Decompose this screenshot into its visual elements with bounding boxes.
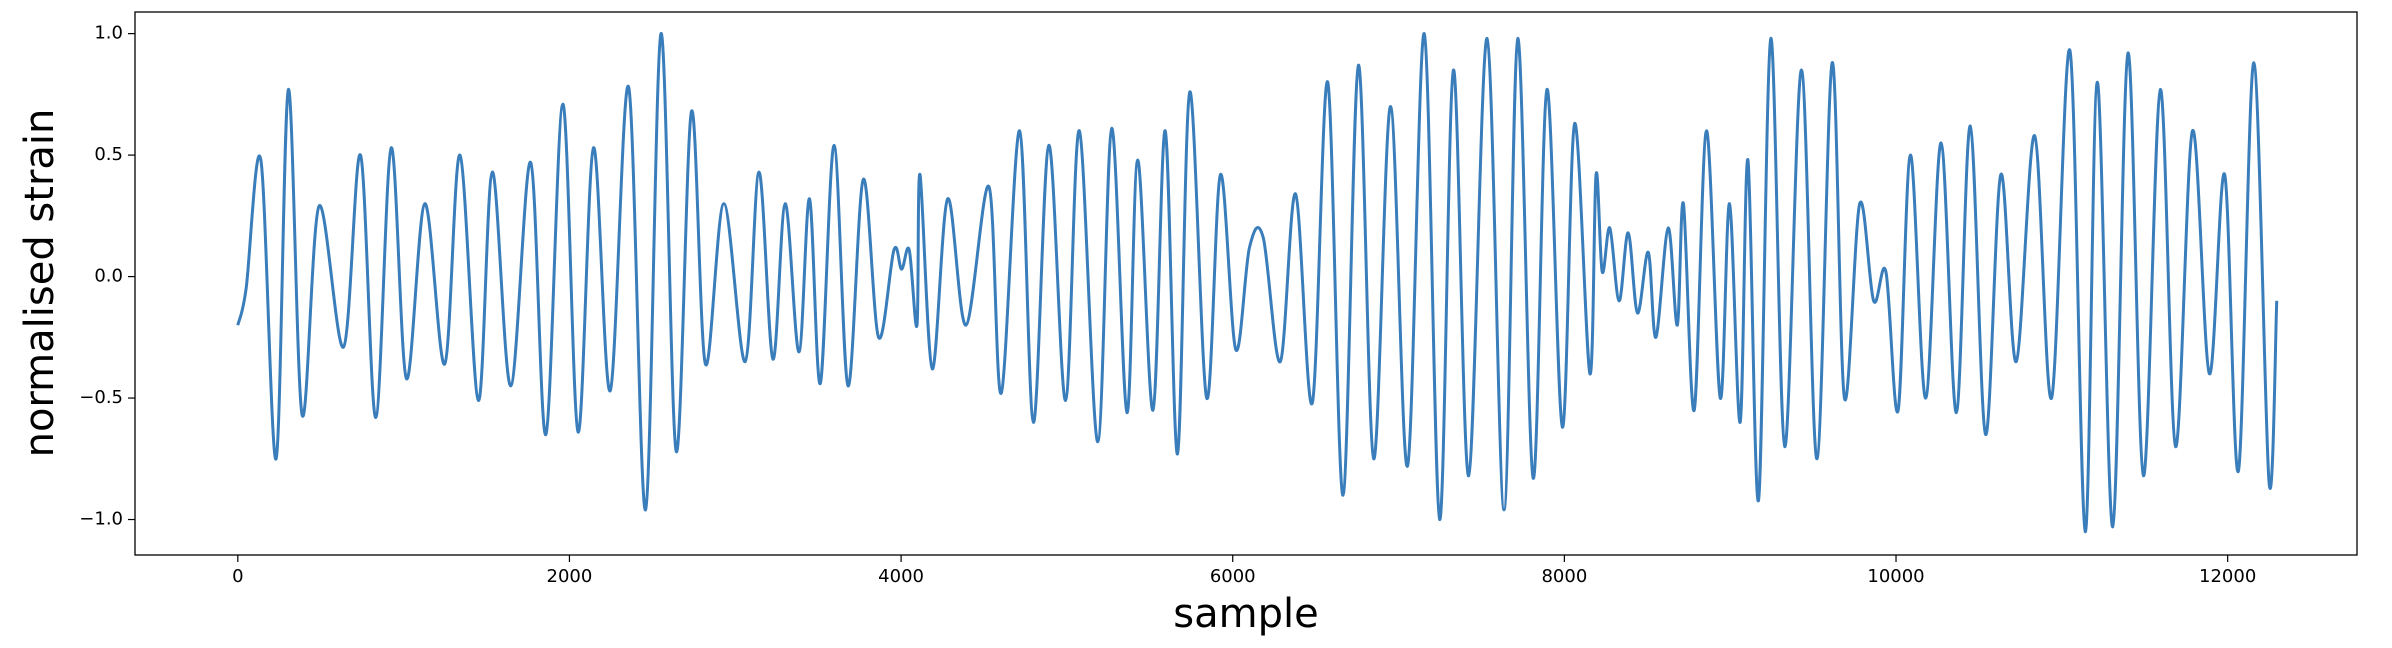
x-tick-label: 10000 [1867, 566, 1924, 587]
x-tick-label: 8000 [1541, 566, 1587, 587]
x-tick-label: 2000 [547, 566, 593, 587]
x-tick-label: 4000 [878, 566, 924, 587]
x-tick-label: 6000 [1210, 566, 1256, 587]
y-tick-label: 0.0 [94, 266, 123, 287]
y-tick-label: 1.0 [94, 23, 123, 44]
x-tick-label: 0 [232, 566, 243, 587]
plot-frame [134, 11, 2358, 556]
y-tick-label: −1.0 [79, 509, 123, 530]
signal-line [236, 32, 2279, 534]
y-axis-label: normalised strain [17, 109, 63, 458]
y-tick-label: −0.5 [79, 387, 123, 408]
x-axis-label: sample [1173, 591, 1318, 637]
y-tick-label: 0.5 [94, 144, 123, 165]
x-tick-label: 12000 [2199, 566, 2256, 587]
